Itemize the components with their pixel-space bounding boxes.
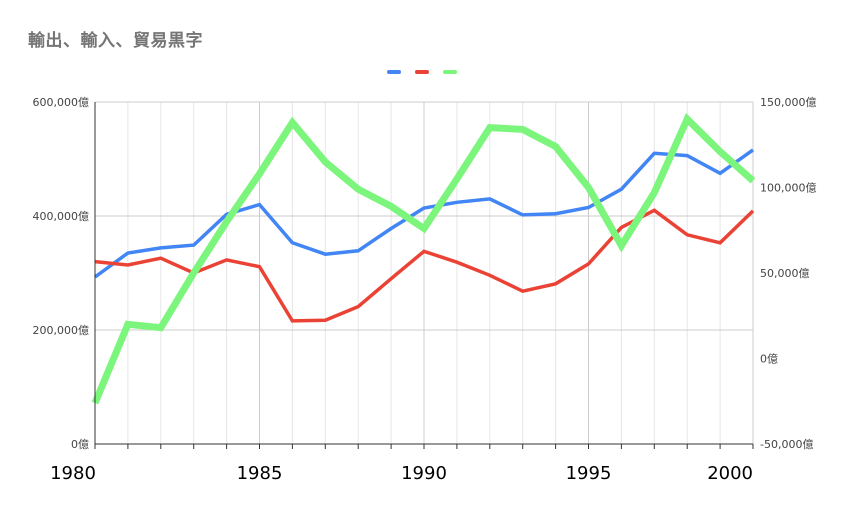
series-line-1 xyxy=(93,148,755,279)
y-left-tick-label: 600,000億 xyxy=(33,96,90,109)
grid-lines xyxy=(94,101,754,444)
y-right-tick-label: 150,000億 xyxy=(760,96,817,109)
tick-labels: 0億 200,000億 400,000億 600,000億 -50,000億 0億 50,0… xyxy=(33,96,817,484)
chart-title: 輸出、輸入、貿易黒字 xyxy=(28,31,203,51)
series-lines xyxy=(91,113,756,405)
x-tick-label: 1980 xyxy=(50,463,96,484)
legend-swatch-series-3 xyxy=(443,70,457,74)
y-right-tick-label: 100,000億 xyxy=(760,182,817,195)
x-tick-label: 1990 xyxy=(401,463,447,484)
y-right-tick-label: 0億 xyxy=(760,353,778,366)
y-left-tick-label: 200,000億 xyxy=(33,324,90,337)
x-tick-label: 1995 xyxy=(566,463,612,484)
axes xyxy=(94,102,754,449)
y-left-tick-label: 400,000億 xyxy=(33,210,90,223)
x-tick-label: 1985 xyxy=(237,463,283,484)
legend-swatch-series-2 xyxy=(415,70,429,74)
x-tick-label: 2000 xyxy=(707,463,753,484)
legend-swatch-series-1 xyxy=(387,70,401,74)
y-left-tick-label: 0億 xyxy=(71,438,89,451)
series-line-3 xyxy=(91,113,756,405)
y-right-tick-label: -50,000億 xyxy=(760,438,813,451)
y-right-tick-label: 50,000億 xyxy=(760,267,810,280)
